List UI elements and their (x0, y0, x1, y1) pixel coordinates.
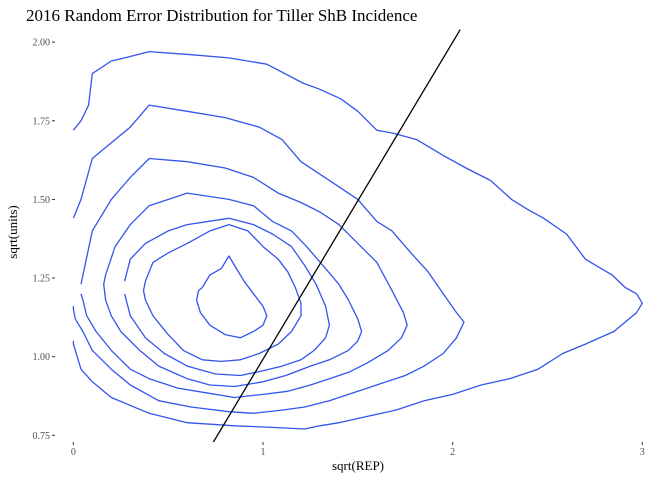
contour-line-3 (80, 157, 408, 399)
contour-line-7 (195, 255, 268, 339)
contour-line-4 (103, 192, 363, 388)
reference-line (212, 29, 461, 442)
contour-line-5 (123, 217, 331, 377)
x-tick-label: 3 (640, 447, 645, 458)
y-axis-label: sqrt(units) (5, 205, 20, 258)
y-tick-label: 1.25 (33, 274, 51, 285)
y-tick-label: 0.75 (33, 431, 51, 442)
x-tick-label: 0 (71, 447, 76, 458)
chart-title: 2016 Random Error Distribution for Tille… (26, 6, 417, 25)
contour-line-2 (72, 104, 465, 414)
contour-line-1 (72, 50, 643, 430)
y-axis: 0.75 1.00 1.25 1.50 1.75 2.00 (33, 38, 55, 442)
x-tick-label: 2 (450, 447, 455, 458)
x-tick-label: 1 (261, 447, 266, 458)
y-tick-label: 2.00 (33, 38, 51, 49)
y-tick-label: 1.00 (33, 352, 51, 363)
contour-line-6 (142, 223, 302, 363)
plot-area (72, 29, 643, 442)
y-tick-label: 1.50 (33, 195, 51, 206)
y-tick-label: 1.75 (33, 116, 51, 127)
x-axis-label: sqrt(REP) (332, 458, 384, 473)
x-axis: 0 1 2 3 (71, 442, 645, 458)
